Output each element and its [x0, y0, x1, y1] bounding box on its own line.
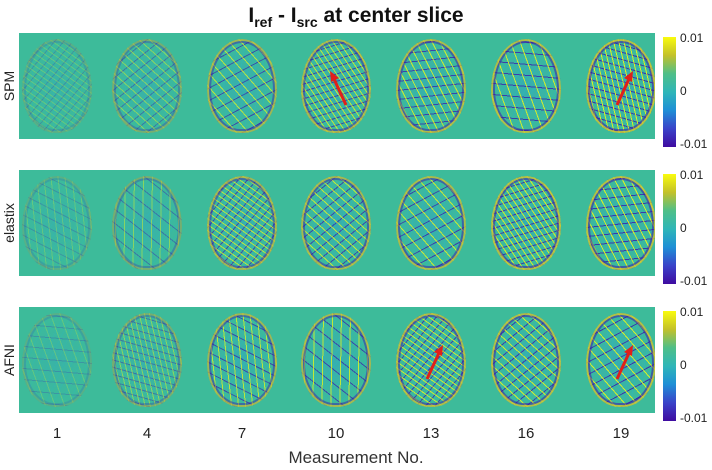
measurement-tick-label: 7 [237, 425, 247, 442]
image-panel-afni [19, 307, 655, 413]
colorbar-tick-label: -0.01 [680, 137, 708, 151]
colorbar-tick-label: 0.01 [680, 31, 704, 45]
brain-slice-image [207, 39, 277, 133]
brain-slice-image [207, 313, 277, 407]
brain-slice-image [207, 176, 277, 270]
red-arrow-icon [330, 71, 348, 106]
colorbar-tick-label: 0 [680, 84, 687, 98]
row-label-afni: AFNI [1, 344, 17, 376]
row-label-elastix: elastix [1, 203, 17, 243]
colorbar [663, 311, 676, 421]
measurement-tick-label: 1 [52, 425, 62, 442]
measurement-tick-label: 13 [422, 425, 440, 442]
image-panel-elastix [19, 170, 655, 276]
red-arrow-icon [615, 71, 633, 106]
measurement-tick-label: 19 [612, 425, 630, 442]
brain-slice-image [301, 313, 371, 407]
brain-slice-image [22, 39, 92, 133]
colorbar-tick-label: 0 [680, 221, 687, 235]
colorbar-tick-label: 0.01 [680, 305, 704, 319]
brain-slice-image [112, 39, 182, 133]
measurement-tick-label: 16 [517, 425, 535, 442]
brain-slice-image [586, 39, 655, 133]
row-label-spm: SPM [1, 70, 17, 102]
colorbar [663, 37, 676, 147]
image-panel-spm [19, 33, 655, 139]
colorbar [663, 174, 676, 284]
brain-slice-image [112, 176, 182, 270]
brain-slice-image [301, 176, 371, 270]
colorbar-tick-label: 0 [680, 358, 687, 372]
red-arrow-icon [615, 345, 633, 380]
brain-slice-image [586, 313, 655, 407]
brain-slice-image [396, 176, 466, 270]
brain-slice-image [586, 176, 655, 270]
colorbar-tick-label: -0.01 [680, 411, 708, 425]
brain-slice-image [22, 176, 92, 270]
red-arrow-icon [425, 345, 443, 380]
colorbar-tick-label: 0.01 [680, 168, 704, 182]
brain-slice-image [22, 313, 92, 407]
brain-slice-image [396, 39, 466, 133]
brain-slice-image [396, 313, 466, 407]
brain-slice-image [491, 313, 561, 407]
measurement-tick-label: 10 [327, 425, 345, 442]
measurement-tick-label: 4 [142, 425, 152, 442]
brain-slice-image [491, 176, 561, 270]
colorbar-tick-label: -0.01 [680, 274, 708, 288]
brain-slice-image [491, 39, 561, 133]
x-axis-label: Measurement No. [288, 448, 424, 467]
brain-slice-image [112, 313, 182, 407]
figure-title: Iref - Isrc at center slice [248, 4, 464, 30]
